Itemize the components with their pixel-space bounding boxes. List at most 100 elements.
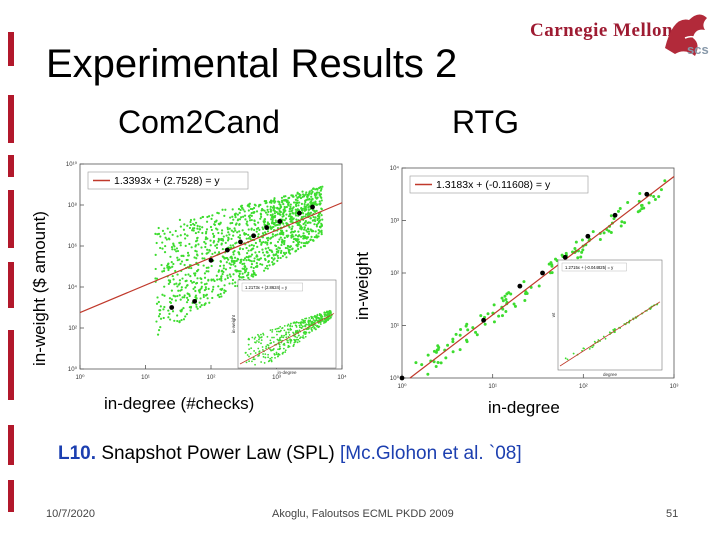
scatter-point <box>304 224 307 227</box>
scatter-point <box>161 247 164 250</box>
scatter-point <box>240 204 244 207</box>
scatter-point <box>264 258 267 262</box>
scatter-point <box>193 272 196 275</box>
scatter-point <box>312 209 315 212</box>
inset-point <box>316 325 319 328</box>
scatter-point <box>181 277 184 280</box>
inset-point <box>597 339 600 341</box>
scatter-point <box>246 252 249 255</box>
scatter-point <box>245 246 248 250</box>
scatter-point <box>294 234 298 237</box>
scatter-point <box>314 210 317 213</box>
scatter-point <box>483 322 487 326</box>
inset-point <box>258 337 261 339</box>
scatter-point <box>238 275 241 279</box>
scatter-point <box>184 315 187 318</box>
scatter-point <box>271 206 275 209</box>
scatter-point <box>161 229 165 232</box>
scatter-point <box>193 227 196 230</box>
scatter-point <box>221 239 225 242</box>
scatter-point <box>250 266 253 269</box>
inset-point <box>250 347 253 350</box>
scatter-point <box>266 239 270 242</box>
scatter-point <box>205 220 209 223</box>
scatter-point <box>486 312 490 316</box>
scatter-point <box>238 211 241 214</box>
scatter-point <box>238 272 241 275</box>
scatter-point <box>176 294 179 298</box>
scatter-point <box>307 192 311 196</box>
scatter-point <box>211 290 214 293</box>
scatter-point <box>273 262 276 265</box>
scatter-point <box>252 211 255 215</box>
scatter-point <box>196 236 199 239</box>
scatter-point <box>155 241 158 245</box>
scatter-point <box>217 285 220 288</box>
scatter-point <box>215 274 218 277</box>
scatter-point <box>320 207 323 210</box>
scatter-point <box>154 267 157 271</box>
legend-box <box>409 175 589 194</box>
scatter-point <box>271 261 274 264</box>
scatter-point <box>319 193 323 196</box>
scatter-point <box>195 305 198 308</box>
inset-point <box>267 344 270 347</box>
scatter-point <box>167 237 171 240</box>
inset-point <box>608 331 611 334</box>
scatter-point <box>232 261 236 264</box>
scatter-point <box>277 251 280 254</box>
inset-point <box>322 319 324 322</box>
scatter-point <box>178 294 181 297</box>
scatter-point <box>268 248 271 252</box>
binned-point <box>192 298 198 304</box>
scatter-point <box>220 295 223 298</box>
scatter-point <box>263 209 266 212</box>
scatter-point <box>267 210 270 214</box>
scatter-point <box>311 229 314 232</box>
binned-point <box>399 375 405 381</box>
scatter-point <box>203 276 207 279</box>
scatter-point <box>303 234 306 238</box>
scatter-point <box>263 231 267 234</box>
inset-point <box>308 331 310 334</box>
scatter-point <box>269 205 272 208</box>
inset-legend-box <box>561 262 627 272</box>
scatter-point <box>217 293 220 296</box>
scatter-point <box>234 212 237 215</box>
inset-point <box>316 315 318 318</box>
scatter-point <box>226 274 229 277</box>
scatter-point <box>242 215 245 218</box>
scatter-point <box>206 297 209 300</box>
scatter-point <box>183 294 186 297</box>
scatter-point <box>186 296 189 299</box>
scatter-point <box>232 234 235 237</box>
inset-point <box>295 321 297 324</box>
scatter-point <box>250 214 253 217</box>
scatter-point <box>284 198 287 202</box>
scatter-point <box>163 251 167 254</box>
inset-point <box>304 321 307 324</box>
scatter-point <box>287 204 290 207</box>
scatter-point <box>196 307 199 310</box>
scatter-point <box>277 256 280 260</box>
scatter-point <box>247 249 250 252</box>
scatter-point <box>214 227 218 230</box>
scatter-point <box>188 242 191 246</box>
scatter-point <box>231 278 235 282</box>
scatter-point <box>200 246 203 249</box>
scatter-point <box>301 190 304 193</box>
scatter-point <box>249 237 252 241</box>
y-tick-label: 10⁰ <box>68 366 78 373</box>
scatter-point <box>231 215 234 218</box>
scatter-point <box>301 234 305 237</box>
scatter-point <box>426 353 430 357</box>
scatter-point <box>170 289 173 292</box>
scatter-point <box>598 237 602 241</box>
scatter-point <box>299 235 303 238</box>
scatter-point <box>300 202 304 205</box>
scatter-point <box>266 267 269 270</box>
inset-point <box>274 328 277 331</box>
binned-point <box>612 212 618 218</box>
scatter-point <box>211 288 215 291</box>
scatter-point <box>215 246 219 249</box>
